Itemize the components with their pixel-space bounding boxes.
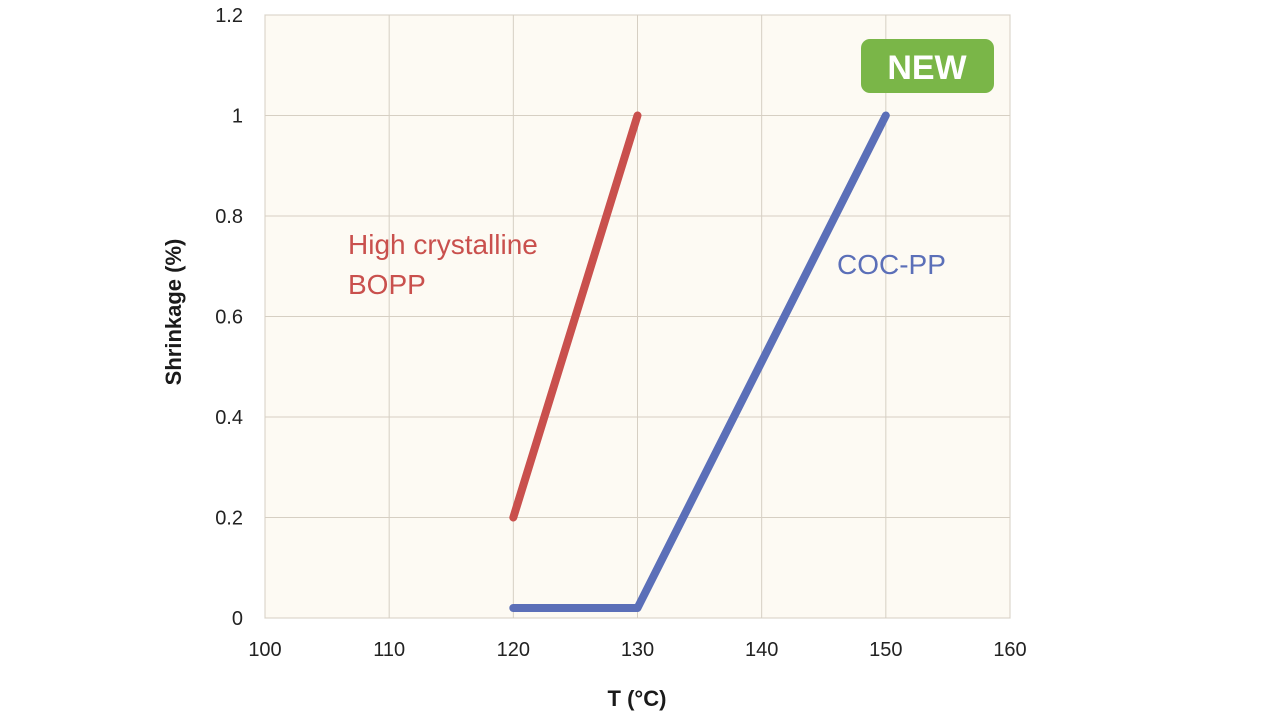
- y-tick-label-0: 0: [232, 608, 243, 630]
- series-label-bopp-line2: BOPP: [348, 269, 426, 300]
- series-label-bopp-line1: High crystalline: [348, 229, 538, 260]
- new-badge: NEW: [861, 39, 994, 93]
- new-badge-text: NEW: [887, 49, 967, 87]
- x-tick-label-1: 110: [373, 639, 405, 661]
- x-tick-label-3: 130: [621, 639, 654, 661]
- x-tick-label-5: 150: [869, 639, 902, 661]
- x-tick-label-0: 100: [248, 639, 281, 661]
- y-axis-title: Shrinkage (%): [161, 239, 186, 386]
- series-label-coc-pp: COC-PP: [837, 249, 946, 280]
- y-tick-label-3: 0.6: [215, 307, 243, 329]
- y-tick-label-4: 0.8: [215, 206, 243, 228]
- x-tick-label-6: 160: [993, 639, 1026, 661]
- series-lines: [509, 111, 890, 612]
- y-tick-label-1: 0.2: [215, 508, 243, 530]
- series-line-1: [509, 111, 890, 612]
- y-tick-label-2: 0.4: [215, 407, 243, 429]
- x-axis-title: T (°C): [608, 686, 667, 711]
- x-tick-label-4: 140: [745, 639, 778, 661]
- new-badge-background: [861, 39, 994, 93]
- x-tick-label-2: 120: [497, 639, 530, 661]
- grid: [264, 14, 1011, 619]
- y-tick-label-5: 1: [232, 106, 243, 128]
- x-tick-labels: 100 110 120 130 140 150 160: [248, 639, 1026, 661]
- series-label-bopp: High crystalline BOPP: [348, 229, 546, 300]
- y-tick-label-6: 1.2: [215, 5, 243, 27]
- y-tick-labels: 0 0.2 0.4 0.6 0.8 1 1.2: [215, 5, 243, 630]
- series-line-0: [509, 111, 642, 522]
